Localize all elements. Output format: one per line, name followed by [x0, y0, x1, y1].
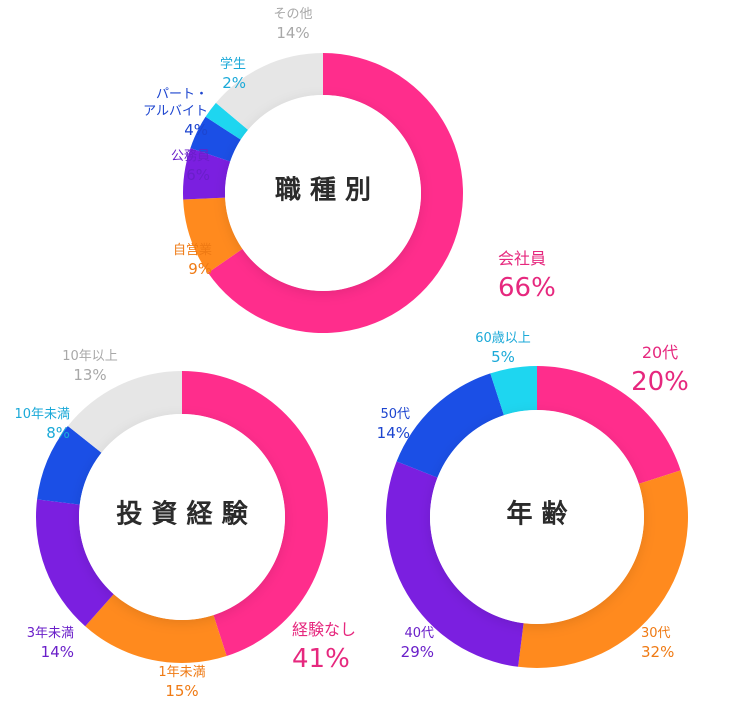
occupation-label-part-time-line-2: アルバイト	[143, 104, 208, 119]
investment-experience-slice-under-10-years	[37, 425, 102, 505]
age-donut-center	[430, 410, 644, 624]
occupation-slice-company-employee	[207, 53, 463, 333]
investment-experience-donut-center	[79, 414, 285, 620]
occupation-slice-civil-servant	[183, 148, 231, 200]
occupation-label-self-employed: 自営業	[173, 242, 212, 258]
occupation-value-civil-servant: 6%	[186, 166, 210, 184]
occupation-chart-title: 職 種 別	[275, 176, 371, 206]
occupation-label-company-employee: 会社員	[498, 249, 546, 268]
age-value-30s: 32%	[641, 643, 674, 661]
age-value-20s: 20%	[631, 367, 689, 397]
investment-experience-value-no-experience: 41%	[292, 644, 350, 674]
age-value-40s: 29%	[401, 643, 434, 661]
investment-experience-value-under-3-years: 14%	[41, 643, 74, 661]
age-slice-50s	[396, 373, 504, 478]
age-label-40s: 40代	[404, 626, 434, 641]
occupation-label-other: その他	[273, 7, 312, 22]
age-slice-40s	[386, 461, 524, 667]
age-label-50s: 50代	[380, 407, 410, 422]
age-value-50s: 14%	[377, 424, 410, 442]
occupation-donut-chart: 職 種 別 会社員 66% 自営業 9% 公務員 6% パート・アルバイト 4% 学生 2% その他…	[143, 7, 556, 333]
investment-experience-label-under-3-years: 3年未満	[27, 626, 74, 641]
occupation-value-student: 2%	[222, 74, 246, 92]
investment-experience-slice-10-years-plus	[67, 371, 182, 453]
occupation-slice-self-employed	[183, 197, 243, 273]
investment-experience-value-under-1-year: 15%	[165, 682, 198, 700]
investment-experience-slice-no-experience	[182, 371, 328, 657]
age-label-20s: 20代	[642, 343, 678, 362]
occupation-value-company-employee: 66%	[498, 273, 556, 303]
investment-experience-value-10-years-plus: 13%	[73, 366, 106, 384]
occupation-value-self-employed: 9%	[188, 260, 212, 278]
age-slice-20s	[537, 366, 681, 484]
occupation-slice-part-time	[190, 116, 241, 162]
age-label-60-plus: 60歳以上	[475, 331, 531, 346]
investment-experience-slice-under-1-year	[85, 594, 227, 663]
occupation-label-civil-servant: 公務員	[171, 149, 210, 164]
age-chart-title: 年 齢	[506, 499, 568, 530]
occupation-value-part-time: 4%	[184, 121, 208, 139]
age-label-30s: 30代	[641, 626, 671, 641]
investment-experience-label-10-years-plus: 10年以上	[62, 349, 118, 364]
investment-experience-label-under-10-years: 10年未満	[14, 407, 70, 422]
occupation-label-student: 学生	[220, 56, 246, 72]
occupation-donut-center	[225, 95, 421, 291]
occupation-label-part-time-line-1: パート・	[156, 87, 208, 102]
investment-experience-label-under-1-year: 1年未満	[158, 665, 205, 680]
investment-experience-label-no-experience: 経験なし	[292, 620, 356, 639]
investment-experience-chart-title: 投 資 経 験	[116, 499, 248, 530]
age-donut-chart: 年 齢 20代 20% 30代 32% 40代 29% 50代 14% 60歳以上 5%	[377, 331, 689, 668]
investment-experience-donut-chart: 投 資 経 験 経験なし 41% 1年未満 15% 3年未満 14% 10年未満 8% 10年以…	[14, 349, 356, 700]
investment-experience-slice-under-3-years	[35, 499, 114, 627]
age-slice-30s	[518, 470, 688, 668]
occupation-slice-other	[215, 53, 323, 130]
age-value-60-plus: 5%	[491, 348, 515, 366]
investment-experience-value-under-10-years: 8%	[46, 424, 70, 442]
occupation-slice-student	[205, 102, 249, 140]
occupation-value-other: 14%	[276, 24, 309, 42]
age-slice-60-plus	[490, 366, 537, 416]
